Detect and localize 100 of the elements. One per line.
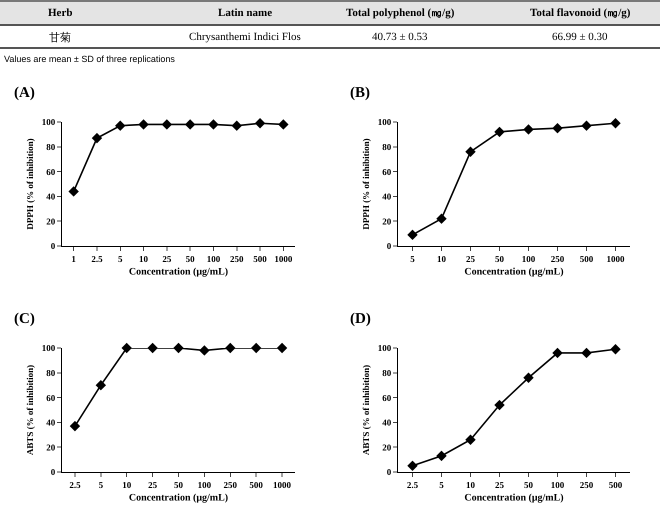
y-tick-label: 20 — [46, 216, 56, 226]
x-tick-label: 25 — [148, 480, 158, 490]
chart-title: (B) — [350, 85, 370, 101]
x-tick-label: 500 — [608, 480, 623, 490]
x-axis-title: Concentration (μg/mL) — [128, 266, 228, 278]
point — [552, 123, 563, 134]
x-tick-label: 1 — [71, 254, 76, 264]
point — [581, 348, 592, 358]
point — [407, 460, 418, 471]
x-tick-label: 2.5 — [69, 480, 82, 490]
x-tick-label: 10 — [139, 254, 149, 264]
y-tick-label: 0 — [386, 467, 392, 478]
text: Total polyphenol (㎎/g) — [346, 7, 455, 19]
point — [465, 434, 476, 445]
text: Chrysanthemi Indici Flos — [189, 31, 301, 43]
x-tick-label: 100 — [522, 254, 536, 264]
point — [96, 380, 106, 390]
point — [162, 119, 172, 130]
x-tick-label: 1000 — [273, 480, 292, 490]
y-tick-label: 40 — [46, 418, 56, 428]
x-tick-label: 250 — [550, 254, 565, 264]
x-tick-label: 10 — [437, 254, 446, 264]
point — [115, 120, 126, 131]
x-tick-label: 5 — [118, 254, 123, 264]
x-tick-label: 100 — [206, 254, 221, 264]
text: Total flavonoid (㎎/g) — [530, 7, 631, 19]
point — [610, 118, 621, 128]
x-tick-label: 50 — [524, 480, 534, 490]
x-tick-label: 250 — [580, 480, 594, 490]
x-tick-label: 500 — [253, 254, 268, 264]
y-tick-label: 100 — [378, 343, 392, 354]
point — [494, 400, 505, 410]
x-tick-label: 2.5 — [91, 254, 104, 264]
point — [523, 124, 534, 135]
x-tick-label: 2.5 — [406, 480, 419, 490]
chart-title: (C) — [14, 311, 35, 327]
x-tick-label: 25 — [466, 254, 476, 264]
y-tick-label: 40 — [382, 192, 392, 202]
y-axis-title: ABTS (% of inhibition) — [25, 364, 36, 456]
point — [184, 119, 196, 130]
x-tick-label: 50 — [174, 480, 184, 490]
y-tick-label: 60 — [382, 166, 392, 177]
point — [92, 132, 102, 144]
x-axis-title: Concentration (μg/mL) — [464, 492, 564, 504]
y-tick-label: 80 — [382, 142, 392, 152]
point — [494, 126, 505, 138]
point — [465, 146, 476, 157]
x-tick-label: 10 — [466, 480, 476, 490]
text: 40.73 ± 0.53 — [372, 31, 428, 43]
y-tick-label: 60 — [46, 392, 56, 403]
y-tick-label: 100 — [42, 343, 56, 354]
y-tick-label: 20 — [382, 442, 392, 452]
x-tick-label: 50 — [186, 254, 196, 264]
y-axis-title: DPPH (% of inhibition) — [361, 138, 372, 230]
point — [122, 342, 132, 354]
x-tick-label: 100 — [550, 480, 565, 490]
text: Latin name — [218, 7, 272, 19]
y-tick-label: 0 — [386, 241, 392, 252]
x-tick-label: 1000 — [606, 254, 625, 264]
text: 66.99 ± 0.30 — [552, 31, 608, 43]
point — [70, 420, 80, 432]
point — [199, 345, 210, 356]
x-axis-title: Concentration (μg/mL) — [464, 266, 564, 278]
x-tick-label: 500 — [580, 254, 594, 264]
y-tick-label: 40 — [382, 418, 392, 428]
point — [250, 342, 262, 354]
x-tick-label: 5 — [98, 480, 104, 490]
x-tick-label: 25 — [162, 254, 172, 264]
x-tick-label: 250 — [224, 480, 238, 490]
point — [610, 344, 621, 354]
point — [254, 118, 266, 128]
y-tick-label: 80 — [382, 368, 392, 378]
x-tick-label: 5 — [410, 254, 416, 264]
point — [436, 214, 447, 224]
chart-title: (D) — [350, 311, 371, 327]
y-tick-label: 60 — [46, 166, 56, 177]
point — [68, 186, 79, 197]
y-tick-label: 20 — [46, 442, 56, 452]
x-tick-label: 250 — [230, 254, 244, 264]
y-tick-label: 80 — [46, 368, 56, 378]
point — [138, 119, 149, 130]
x-tick-label: 100 — [198, 480, 212, 490]
y-tick-label: 60 — [382, 392, 392, 403]
point — [173, 342, 184, 354]
point — [581, 120, 592, 131]
text: Values are mean ± SD of three replications — [4, 54, 176, 64]
x-tick-label: 5 — [439, 480, 444, 490]
point — [232, 120, 242, 131]
x-tick-label: 500 — [249, 480, 264, 490]
text: Herb — [48, 7, 72, 19]
x-tick-label: 10 — [122, 480, 132, 490]
point — [523, 372, 534, 383]
y-axis-title: DPPH (% of inhibition) — [25, 138, 36, 230]
y-axis-title: ABTS (% of inhibition) — [361, 364, 372, 456]
point — [436, 450, 447, 462]
point — [225, 342, 236, 354]
x-tick-label: 25 — [495, 480, 504, 490]
y-tick-label: 0 — [50, 241, 56, 252]
text: 甘菊 — [49, 31, 71, 44]
chart-title: (A) — [14, 85, 35, 101]
